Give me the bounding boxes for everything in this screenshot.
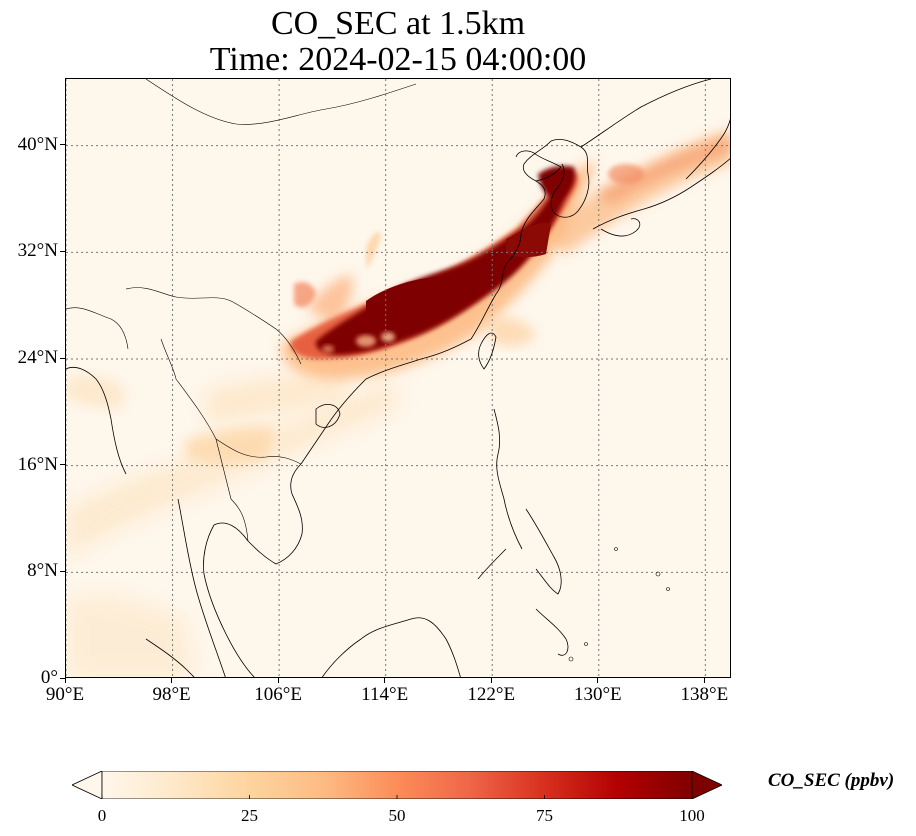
lat-tick-label: 0°: [40, 667, 58, 688]
lon-tick-label: 122°E: [467, 684, 516, 705]
lon-tick-mark: [384, 678, 386, 683]
colorbar-extend-min-arrow: [71, 770, 103, 800]
coastlines: [66, 79, 730, 677]
lat-tick-label: 32°N: [17, 240, 58, 262]
colorbar-tick-label: 100: [679, 806, 705, 825]
lon-tick-mark: [277, 678, 279, 683]
colorbar-label: CO_SEC (ppbv): [768, 770, 895, 791]
islands: [568, 547, 670, 662]
country-borders: [66, 79, 417, 542]
lon-tick-mark: [64, 678, 66, 683]
colorbar-tick-label: 25: [241, 806, 258, 825]
map-title: CO_SEC at 1.5km: [270, 5, 526, 42]
colorbar-tick-label: 0: [97, 806, 107, 825]
lat-tick-mark: [60, 677, 65, 679]
lat-tick-mark: [60, 144, 65, 146]
map-canvas: [66, 79, 730, 677]
lat-tick-label: 24°N: [17, 347, 58, 368]
lon-tick-label: 130°E: [573, 684, 622, 705]
colorbar-tick-label: 75: [536, 806, 553, 825]
lat-tick-label: 8°N: [27, 560, 58, 582]
colorbar: [71, 770, 723, 800]
colorbar-graphic: [71, 770, 723, 800]
lon-tick-label: 138°E: [680, 684, 729, 705]
map-subtitle-time: Time: 2024-02-15 04:00:00: [209, 41, 587, 78]
lat-tick-mark: [60, 357, 65, 359]
lon-tick-label: 114°E: [361, 684, 409, 705]
lon-tick-mark: [703, 678, 705, 683]
lon-tick-mark: [171, 678, 173, 683]
lat-tick-mark: [60, 250, 65, 252]
co-concentration-field: [66, 129, 730, 677]
lat-tick-mark: [60, 464, 65, 466]
lon-tick-label: 90°E: [45, 684, 85, 705]
gridlines: [66, 79, 730, 677]
lon-tick-label: 106°E: [254, 684, 302, 705]
lat-tick-mark: [60, 570, 65, 572]
lat-tick-label: 40°N: [17, 133, 58, 155]
colorbar-gradient: [101, 770, 693, 800]
lon-tick-mark: [597, 678, 599, 683]
lon-tick-label: 98°E: [152, 684, 191, 705]
lon-tick-mark: [490, 678, 492, 683]
colorbar-extend-max-arrow: [691, 770, 723, 800]
lat-tick-label: 16°N: [17, 453, 58, 475]
colorbar-tick-label: 50: [388, 806, 406, 825]
map-panel: [65, 78, 731, 678]
